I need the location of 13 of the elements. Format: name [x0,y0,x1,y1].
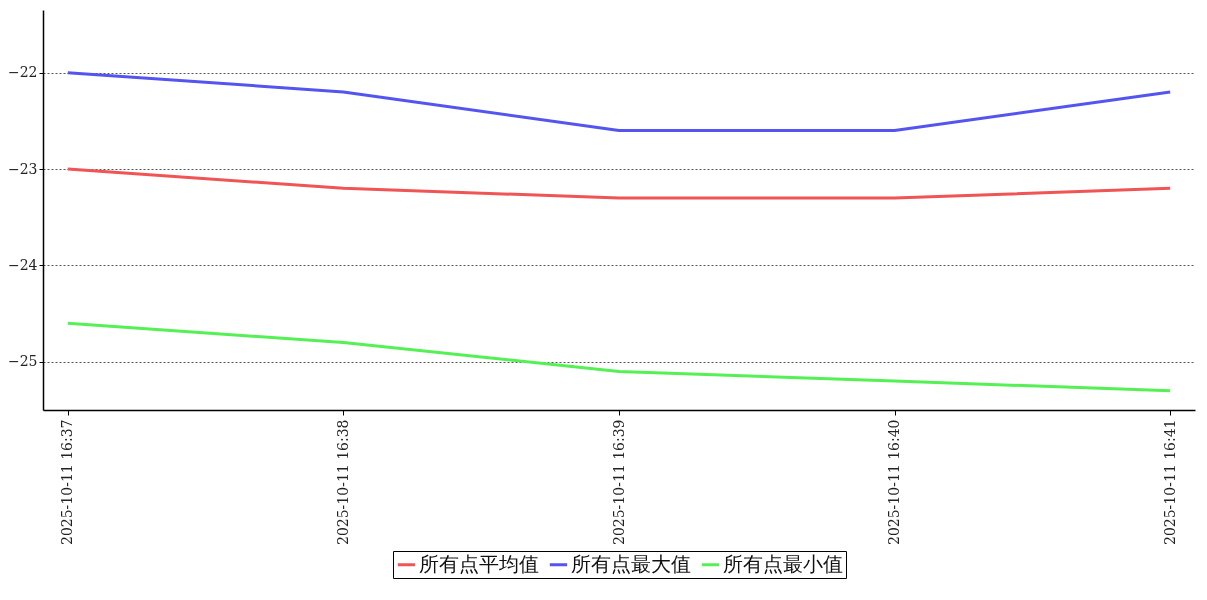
y-tick-label: −24 [7,256,38,273]
legend-label: 所有点平均值 [419,551,539,576]
x-tick-label: 2025-10-11 16:37 [59,419,76,546]
legend-label: 所有点最大值 [571,551,691,576]
y-tick-label: −25 [7,353,38,370]
x-tick-label: 2025-10-11 16:39 [610,419,627,546]
x-tick-label: 2025-10-11 16:40 [886,419,903,546]
x-tick-label: 2025-10-11 16:38 [334,419,351,546]
y-tick-label: −22 [7,64,38,81]
x-tick-label: 2025-10-11 16:41 [1161,419,1178,546]
legend-label: 所有点最小值 [723,551,843,576]
line-series [66,321,1172,393]
y-tick-label: −23 [7,160,38,177]
